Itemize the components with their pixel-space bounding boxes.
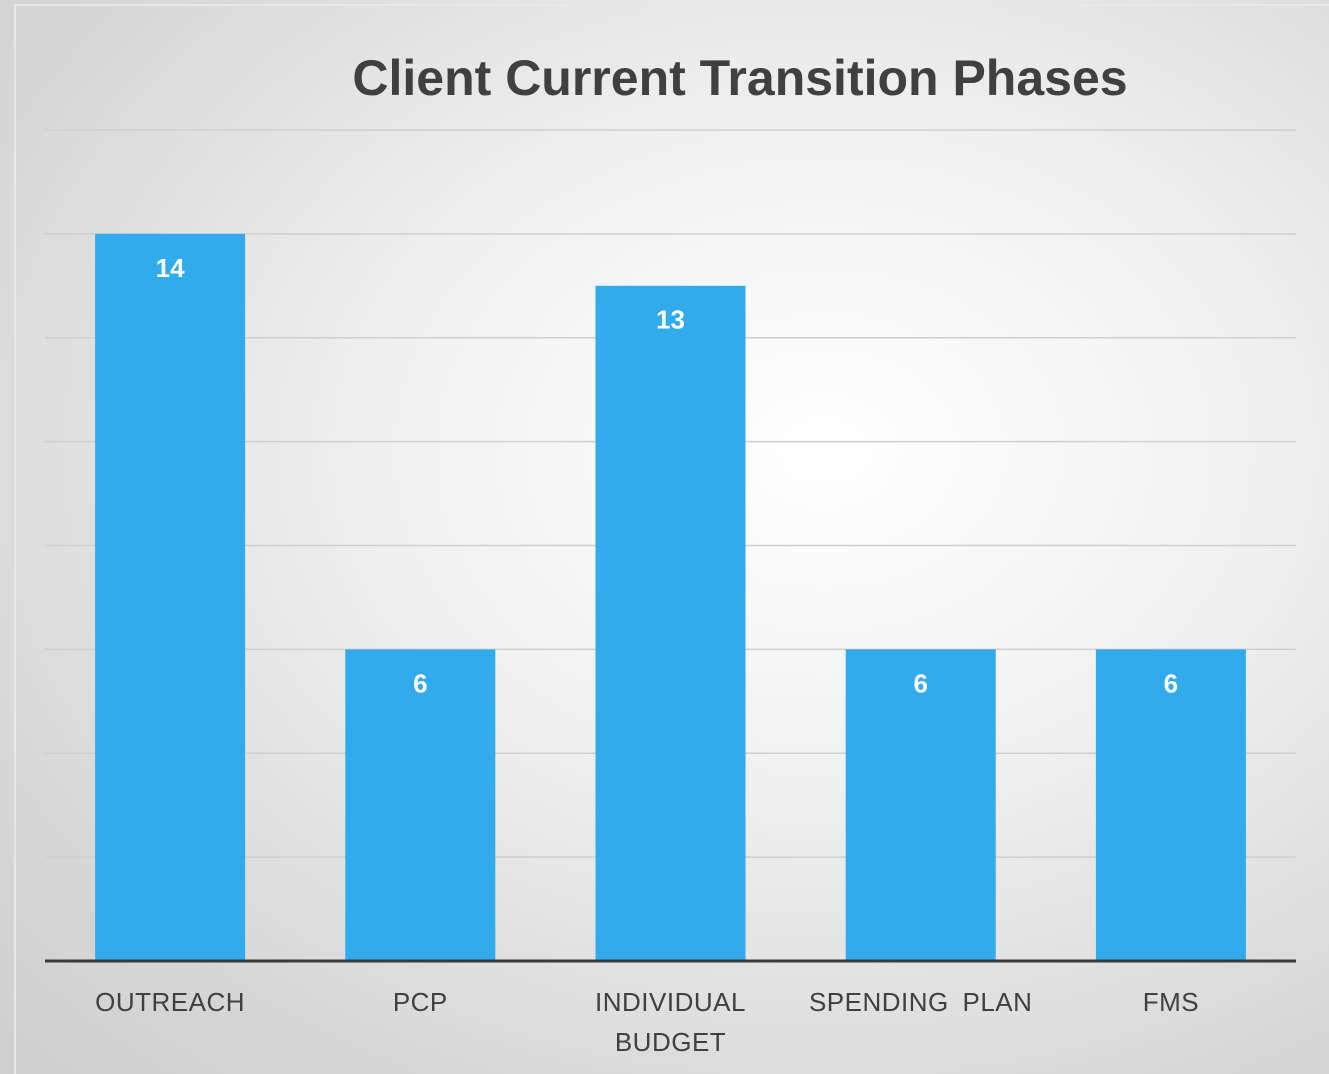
chart-title: Client Current Transition Phases <box>352 50 1127 106</box>
x-tick-label: PCP <box>392 987 448 1017</box>
bar <box>595 285 746 961</box>
bar <box>95 233 246 961</box>
data-label: 14 <box>156 253 185 283</box>
x-tick-label: SPENDING PLAN <box>808 987 1033 1017</box>
x-tick-label: FMS <box>1142 987 1200 1017</box>
bar <box>345 649 496 961</box>
frame <box>14 4 1329 1074</box>
data-label: 6 <box>1164 668 1178 698</box>
data-label: 6 <box>913 668 927 698</box>
bar <box>1095 649 1246 961</box>
x-tick-label: OUTREACH <box>95 987 246 1017</box>
bar <box>845 649 996 961</box>
data-label: 6 <box>413 668 427 698</box>
data-label: 13 <box>656 305 685 335</box>
x-tick-label: INDIVIDUAL BUDGET <box>595 987 746 1057</box>
